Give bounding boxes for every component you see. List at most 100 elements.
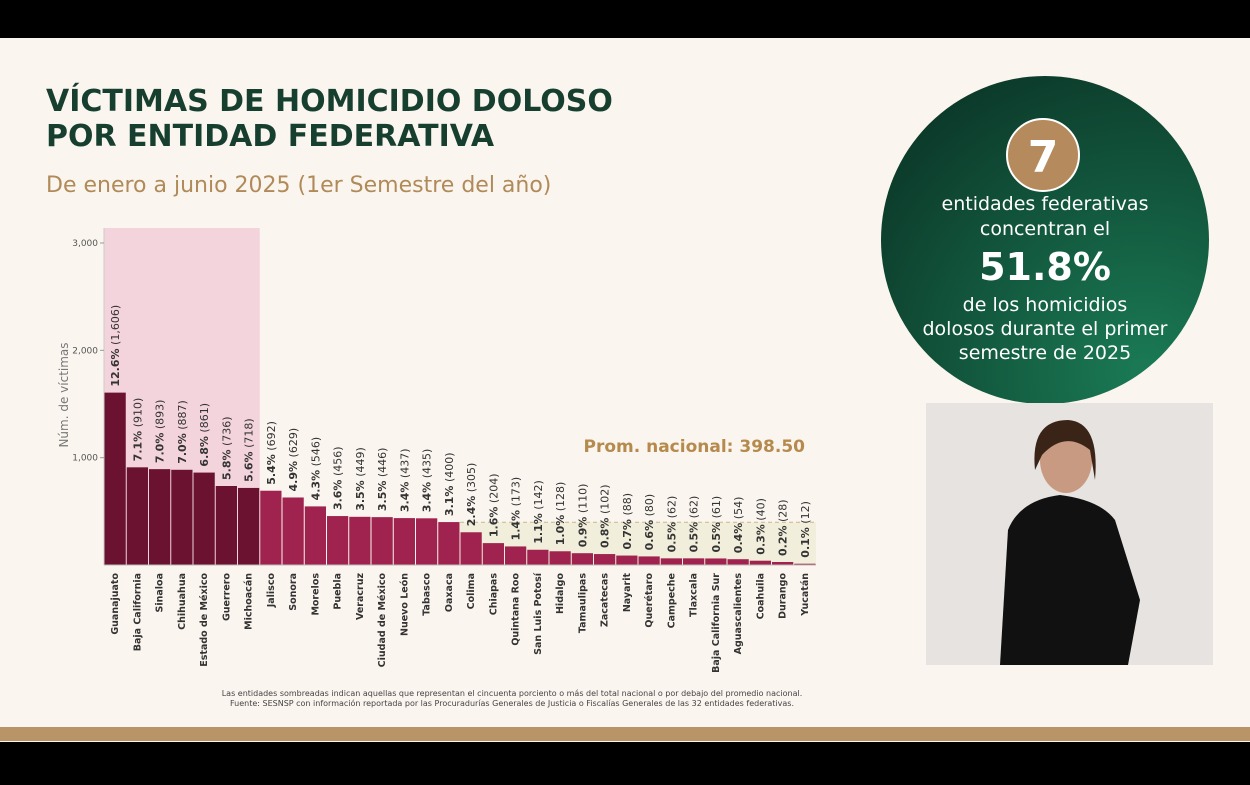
share-label: 12.6% xyxy=(109,348,122,386)
average-label: Prom. nacional: 398.50 xyxy=(584,437,806,457)
callout: 7 entidades federativas concentran el 51… xyxy=(881,76,1209,404)
bar xyxy=(594,554,616,565)
share-label: 3.6% xyxy=(332,480,345,511)
share-label: 7.0% xyxy=(154,433,167,464)
note: Las entidades sombreadas indican aquella… xyxy=(222,689,803,698)
value-label: 0.8% (102) xyxy=(599,484,612,548)
count-label: (861) xyxy=(198,403,211,433)
count-label: (736) xyxy=(220,416,233,446)
callout-highlight: 51.8% xyxy=(979,245,1111,289)
share-label: 0.5% xyxy=(665,522,678,553)
x-tick-label: Baja California xyxy=(132,573,143,651)
x-tick-label: Nayarit xyxy=(622,573,633,613)
y-tick-label: 2,000 xyxy=(72,346,98,356)
bar xyxy=(482,543,504,565)
value-label: 7.1% (910) xyxy=(131,398,144,462)
share-label: 0.9% xyxy=(576,517,589,548)
x-tick-label: Sonora xyxy=(288,573,299,611)
share-label: 1.6% xyxy=(487,507,500,538)
bar xyxy=(349,516,371,565)
x-tick-label: San Luis Potosí xyxy=(533,572,544,655)
x-tick-label: Coahuila xyxy=(755,573,766,619)
x-tick-label: Colima xyxy=(466,573,477,609)
share-label: 3.1% xyxy=(443,486,456,517)
x-tick-label: Zacatecas xyxy=(600,573,611,627)
number-badge xyxy=(1006,118,1080,192)
title: VÍCTIMAS DE HOMICIDIO DOLOSO xyxy=(46,83,613,119)
value-label: 0.3% (40) xyxy=(754,498,767,555)
value-label: 0.5% (62) xyxy=(688,496,701,553)
share-label: 0.4% xyxy=(732,523,745,554)
bar xyxy=(683,558,705,565)
bar xyxy=(660,558,682,565)
bar xyxy=(371,517,393,565)
x-tick-label: Aguascalientes xyxy=(733,573,744,655)
share-label: 0.1% xyxy=(799,527,812,558)
value-label: 0.6% (80) xyxy=(643,494,656,551)
value-label: 1.4% (173) xyxy=(510,477,523,541)
bar xyxy=(794,563,816,565)
bar xyxy=(215,486,237,565)
callout-text: entidades federativas xyxy=(942,193,1149,215)
share-label: 7.1% xyxy=(131,431,144,462)
x-tick-label: Campeche xyxy=(666,573,677,628)
value-label: 0.9% (110) xyxy=(576,484,589,548)
value-label: 0.2% (28) xyxy=(777,499,790,556)
x-tick-label: Sinaloa xyxy=(155,573,166,612)
share-label: 1.1% xyxy=(532,513,545,544)
count-label: (62) xyxy=(688,496,701,519)
x-tick-label: Nuevo León xyxy=(399,573,410,636)
count-label: (449) xyxy=(354,447,367,477)
share-label: 3.4% xyxy=(398,482,411,513)
count-label: (305) xyxy=(465,463,478,493)
value-label: 0.4% (54) xyxy=(732,497,745,554)
person-body xyxy=(1000,495,1140,665)
interpreter-video xyxy=(926,403,1213,665)
value-label: 3.4% (435) xyxy=(421,449,434,513)
share-label: 5.6% xyxy=(243,451,256,482)
share-label: 3.4% xyxy=(421,482,434,513)
x-tick-label: Guerrero xyxy=(221,573,232,622)
value-label: 4.3% (546) xyxy=(309,437,322,501)
bar xyxy=(616,555,638,565)
count-label: (1,606) xyxy=(109,305,122,345)
share-label: 0.5% xyxy=(688,522,701,553)
count-label: (28) xyxy=(777,499,790,522)
bar xyxy=(393,518,415,565)
share-label: 5.4% xyxy=(265,454,278,485)
count-label: (204) xyxy=(487,473,500,503)
subtitle: De enero a junio 2025 (1er Semestre del … xyxy=(46,173,551,198)
count-label: (110) xyxy=(576,484,589,514)
bar xyxy=(705,558,727,565)
bar xyxy=(749,560,771,565)
bar xyxy=(327,516,349,565)
bar xyxy=(282,497,304,565)
bar xyxy=(104,392,126,565)
bar xyxy=(571,553,593,565)
count-label: (40) xyxy=(754,498,767,521)
count-label: (128) xyxy=(554,482,567,512)
bar xyxy=(549,551,571,565)
x-tick-label: Tamaulipas xyxy=(577,573,588,633)
bar xyxy=(527,549,549,565)
share-label: 4.9% xyxy=(287,461,300,492)
share-label: 0.7% xyxy=(621,519,634,550)
count-label: (435) xyxy=(421,449,434,479)
value-label: 0.7% (88) xyxy=(621,493,634,550)
bar xyxy=(438,522,460,565)
value-label: 5.8% (736) xyxy=(220,416,233,480)
share-label: 0.6% xyxy=(643,520,656,551)
callout-circle xyxy=(881,76,1209,404)
bar xyxy=(304,506,326,565)
y-tick-label: 1,000 xyxy=(72,454,98,464)
value-label: 3.4% (437) xyxy=(398,448,411,512)
count-label: (54) xyxy=(732,497,745,520)
bar xyxy=(460,532,482,565)
count-label: (88) xyxy=(621,493,634,516)
x-tick-label: Querétaro xyxy=(644,573,655,628)
x-tick-label: Quintana Roo xyxy=(511,573,522,646)
x-tick-label: Estado de México xyxy=(199,573,210,667)
share-label: 1.4% xyxy=(510,510,523,541)
x-tick-label: Chiapas xyxy=(488,573,499,616)
count-label: (173) xyxy=(510,477,523,507)
